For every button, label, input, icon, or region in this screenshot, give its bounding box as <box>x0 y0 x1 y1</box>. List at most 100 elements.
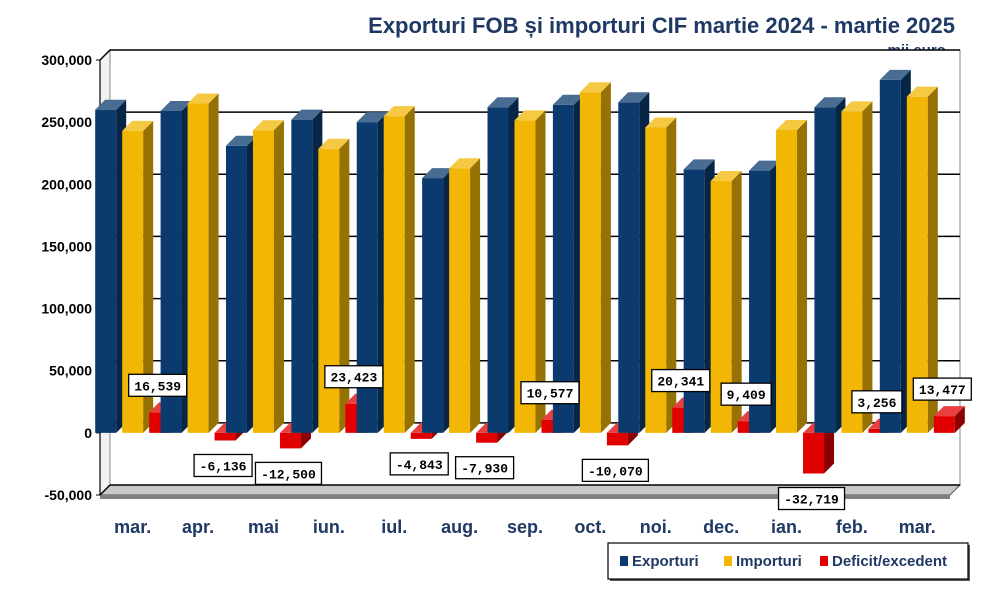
import-bar-side <box>797 119 808 433</box>
export-bar-top <box>683 159 715 170</box>
import-bar-front <box>122 130 144 433</box>
data-label-box <box>454 456 515 480</box>
import-bar-side <box>273 120 284 433</box>
x-tick-label: apr. <box>182 517 214 537</box>
export-bar <box>291 109 323 433</box>
export-bar-top <box>814 97 846 108</box>
data-label: 13,477 <box>919 383 966 398</box>
import-bar-front <box>252 130 274 433</box>
x-tick-label: dec. <box>703 517 739 537</box>
balance-bar-front <box>410 432 432 439</box>
export-bar-top <box>422 168 454 179</box>
import-bar-front <box>710 181 732 433</box>
data-label: -10,070 <box>588 464 643 479</box>
data-label-box <box>254 461 323 486</box>
legend-label: Importuri <box>736 553 802 570</box>
import-bar-side <box>470 158 481 433</box>
export-bar-front <box>356 122 378 433</box>
balance-bar-front <box>803 432 825 474</box>
gridline-depth <box>99 484 111 496</box>
legend-label: Exporturi <box>632 553 699 570</box>
import-bar-front <box>906 96 928 433</box>
legend-swatch <box>820 556 828 566</box>
balance-bar-side <box>954 406 965 433</box>
import-bar-front <box>645 127 667 433</box>
export-bar-front <box>683 169 705 433</box>
data-label-box <box>777 486 846 511</box>
import-bar-side <box>208 93 219 433</box>
import-bar <box>645 117 677 433</box>
export-bar-top <box>291 109 323 120</box>
import-bar <box>122 120 154 433</box>
export-bar-front <box>487 107 509 433</box>
balance-bar-front <box>933 416 955 433</box>
export-bar <box>618 92 650 433</box>
data-label: 23,423 <box>330 371 377 386</box>
import-bar <box>318 138 350 433</box>
balance-bar-front <box>214 432 236 441</box>
data-label-box <box>720 382 772 406</box>
x-tick-label: iul. <box>381 517 407 537</box>
balance-bar-front <box>606 432 628 446</box>
export-bar <box>552 94 584 433</box>
legend-swatch <box>620 556 628 566</box>
export-bar <box>814 97 846 433</box>
export-bar-front <box>618 102 640 433</box>
y-tick-label: 50,000 <box>49 363 92 379</box>
y-tick-label: 150,000 <box>41 238 92 254</box>
export-bar-front <box>552 104 574 433</box>
x-tick-label: mar. <box>114 517 151 537</box>
export-bar <box>225 135 257 433</box>
import-bar <box>579 82 611 433</box>
data-label: -32,719 <box>784 493 839 508</box>
x-tick-label: oct. <box>574 517 606 537</box>
y-tick-label: 300,000 <box>41 52 92 68</box>
import-bar-side <box>143 120 154 433</box>
data-label: 16,539 <box>134 379 181 394</box>
data-label-box <box>851 390 903 414</box>
import-bar <box>514 110 546 433</box>
export-bar <box>422 168 454 433</box>
data-label: -7,930 <box>461 462 508 477</box>
y-tick-label: 250,000 <box>41 114 92 130</box>
import-bar-side <box>862 101 873 433</box>
import-bar-top <box>645 117 677 128</box>
x-tick-label: feb. <box>836 517 868 537</box>
export-bar-top <box>356 112 388 123</box>
data-label: -12,500 <box>261 467 316 482</box>
export-bar-front <box>879 79 901 433</box>
import-bar-top <box>906 86 938 97</box>
export-bar-top <box>618 92 650 103</box>
legend-box <box>607 542 969 580</box>
import-bar-front <box>841 111 863 433</box>
import-bar <box>449 158 481 433</box>
export-bar-top <box>487 97 519 108</box>
import-bar-side <box>927 86 938 433</box>
import-bar-top <box>579 82 611 93</box>
balance-bar-front <box>279 432 301 449</box>
balance-bar-front <box>737 421 759 433</box>
x-tick-label: ian. <box>771 517 802 537</box>
export-bar <box>487 97 519 433</box>
export-bar-front <box>422 178 444 433</box>
y-tick-label: 200,000 <box>41 176 92 192</box>
gridline-depth <box>99 49 111 61</box>
import-bar <box>841 101 873 433</box>
data-label: 10,577 <box>527 387 574 402</box>
data-label-box <box>128 373 188 397</box>
import-bar-side <box>666 117 677 433</box>
balance-bar-top <box>933 406 965 417</box>
x-tick-label: iun. <box>313 517 345 537</box>
data-label-box <box>193 453 253 478</box>
import-bar <box>187 93 219 433</box>
import-bar-front <box>579 92 601 433</box>
export-bar-front <box>95 109 117 433</box>
export-bar-front <box>749 170 771 433</box>
export-bar <box>95 99 127 433</box>
import-bar-top <box>841 101 873 112</box>
export-bar-top <box>225 135 257 146</box>
data-label-box <box>581 458 650 483</box>
export-bar-top <box>95 99 127 110</box>
data-label-box <box>912 377 972 401</box>
import-bar-top <box>252 120 284 131</box>
